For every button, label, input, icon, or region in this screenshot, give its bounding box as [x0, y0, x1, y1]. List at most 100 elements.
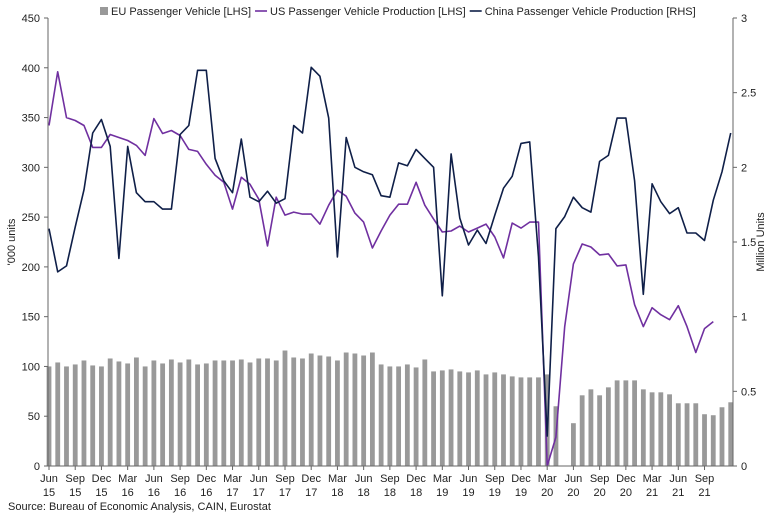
eu-bar: [571, 423, 576, 466]
x-tick-year-label: 16: [200, 487, 212, 499]
eu-bar: [133, 357, 139, 466]
x-tick-month-label: Mar: [223, 473, 242, 485]
eu-bar: [352, 353, 358, 466]
eu-bar: [230, 360, 235, 466]
eu-bar: [474, 370, 480, 466]
eu-bar: [387, 366, 393, 466]
eu-bar: [404, 364, 410, 466]
eu-bar: [439, 370, 445, 466]
eu-bar: [265, 358, 270, 466]
x-tick-month-label: Dec: [301, 473, 321, 485]
eu-bar: [667, 394, 672, 466]
legend-label: US Passenger Vehicle Production [LHS]: [270, 6, 466, 18]
eu-bar: [247, 362, 253, 466]
x-tick-year-label: 20: [620, 487, 632, 499]
x-tick-year-label: 18: [384, 487, 396, 499]
x-tick-month-label: Sep: [170, 473, 190, 485]
x-tick-year-label: 21: [646, 487, 658, 499]
right-tick-label: 0: [741, 461, 747, 473]
legend-swatch-bar: [100, 7, 108, 15]
x-tick-year-label: 21: [672, 487, 684, 499]
x-tick-year-label: 20: [541, 487, 553, 499]
x-tick-year-label: 19: [515, 487, 527, 499]
x-tick-month-label: Sep: [380, 473, 400, 485]
legend: EU Passenger Vehicle [LHS] US Passenger V…: [100, 6, 696, 18]
eu-bar: [518, 377, 524, 466]
x-tick-month-label: Dec: [406, 473, 426, 485]
x-tick-year-label: 18: [358, 487, 370, 499]
x-tick-month-label: Dec: [616, 473, 636, 485]
right-tick-label: 2: [741, 162, 747, 174]
china-production-line: [48, 66, 732, 437]
eu-bar: [536, 377, 541, 466]
eu-bar: [640, 389, 646, 466]
eu-bar: [483, 374, 489, 466]
left-tick-label: 250: [22, 212, 40, 224]
x-tick-month-label: Sep: [275, 473, 295, 485]
x-tick-month-label: Sep: [65, 473, 85, 485]
x-tick-month-label: Jun: [40, 473, 58, 485]
left-tick-label: 400: [22, 63, 40, 75]
x-tick-month-label: Sep: [695, 473, 715, 485]
eu-bar: [597, 395, 603, 466]
x-tick-month-label: Jun: [460, 473, 478, 485]
right-axis-title: Million Units: [755, 212, 767, 272]
left-tick-label: 450: [22, 13, 40, 25]
eu-bar: [326, 356, 332, 466]
eu-bar: [649, 392, 655, 466]
eu-bar: [308, 353, 314, 466]
x-tick-year-label: 18: [410, 487, 422, 499]
left-tick-label: 350: [22, 113, 40, 125]
x-tick-year-label: 16: [122, 487, 134, 499]
eu-bar: [203, 363, 209, 466]
eu-bar: [710, 415, 716, 466]
x-tick-year-label: 20: [567, 487, 579, 499]
eu-bar: [728, 402, 734, 466]
x-tick-year-label: 17: [226, 487, 238, 499]
left-tick-label: 0: [34, 461, 40, 473]
right-tick-label: 3: [741, 13, 747, 25]
x-tick-month-label: Jun: [565, 473, 583, 485]
x-tick-month-label: Mar: [328, 473, 347, 485]
x-tick-month-label: Dec: [92, 473, 112, 485]
x-tick-year-label: 15: [69, 487, 81, 499]
eu-bar: [55, 362, 61, 466]
axes-group: 0 50 100 150 200 250 300 350 400 450 0 0.5 1 1.5 2 2.5 3…: [6, 13, 767, 499]
eu-bar: [335, 360, 340, 466]
eu-bar: [282, 350, 288, 466]
x-tick-year-label: 19: [489, 487, 501, 499]
x-tick-year-label: 16: [148, 487, 160, 499]
eu-bar: [361, 355, 367, 466]
x-tick-month-label: Jun: [145, 473, 163, 485]
eu-bar: [186, 359, 192, 466]
eu-bar: [90, 365, 96, 466]
eu-bar: [238, 359, 244, 466]
eu-bar: [125, 363, 131, 466]
x-tick-month-label: Jun: [669, 473, 687, 485]
eu-bar: [256, 358, 262, 466]
eu-bar: [605, 387, 611, 466]
x-tick-month-label: Sep: [590, 473, 610, 485]
x-tick-year-label: 17: [305, 487, 317, 499]
eu-bar: [614, 380, 620, 466]
eu-bar: [632, 380, 638, 466]
eu-bar: [317, 355, 323, 466]
eu-bar: [675, 403, 681, 466]
eu-bar: [72, 364, 78, 466]
eu-bar: [160, 363, 166, 466]
eu-bar: [151, 360, 157, 466]
eu-bar: [107, 358, 113, 466]
x-tick-year-label: 19: [436, 487, 448, 499]
right-tick-label: 1: [741, 312, 747, 324]
x-tick-year-label: 17: [253, 487, 265, 499]
eu-bar: [168, 359, 174, 466]
eu-bar: [177, 362, 183, 466]
eu-bar: [300, 358, 305, 466]
eu-bar: [378, 364, 384, 466]
eu-bar: [195, 364, 200, 466]
x-tick-year-label: 15: [95, 487, 107, 499]
left-tick-label: 200: [22, 262, 40, 274]
eu-bar: [422, 359, 428, 466]
